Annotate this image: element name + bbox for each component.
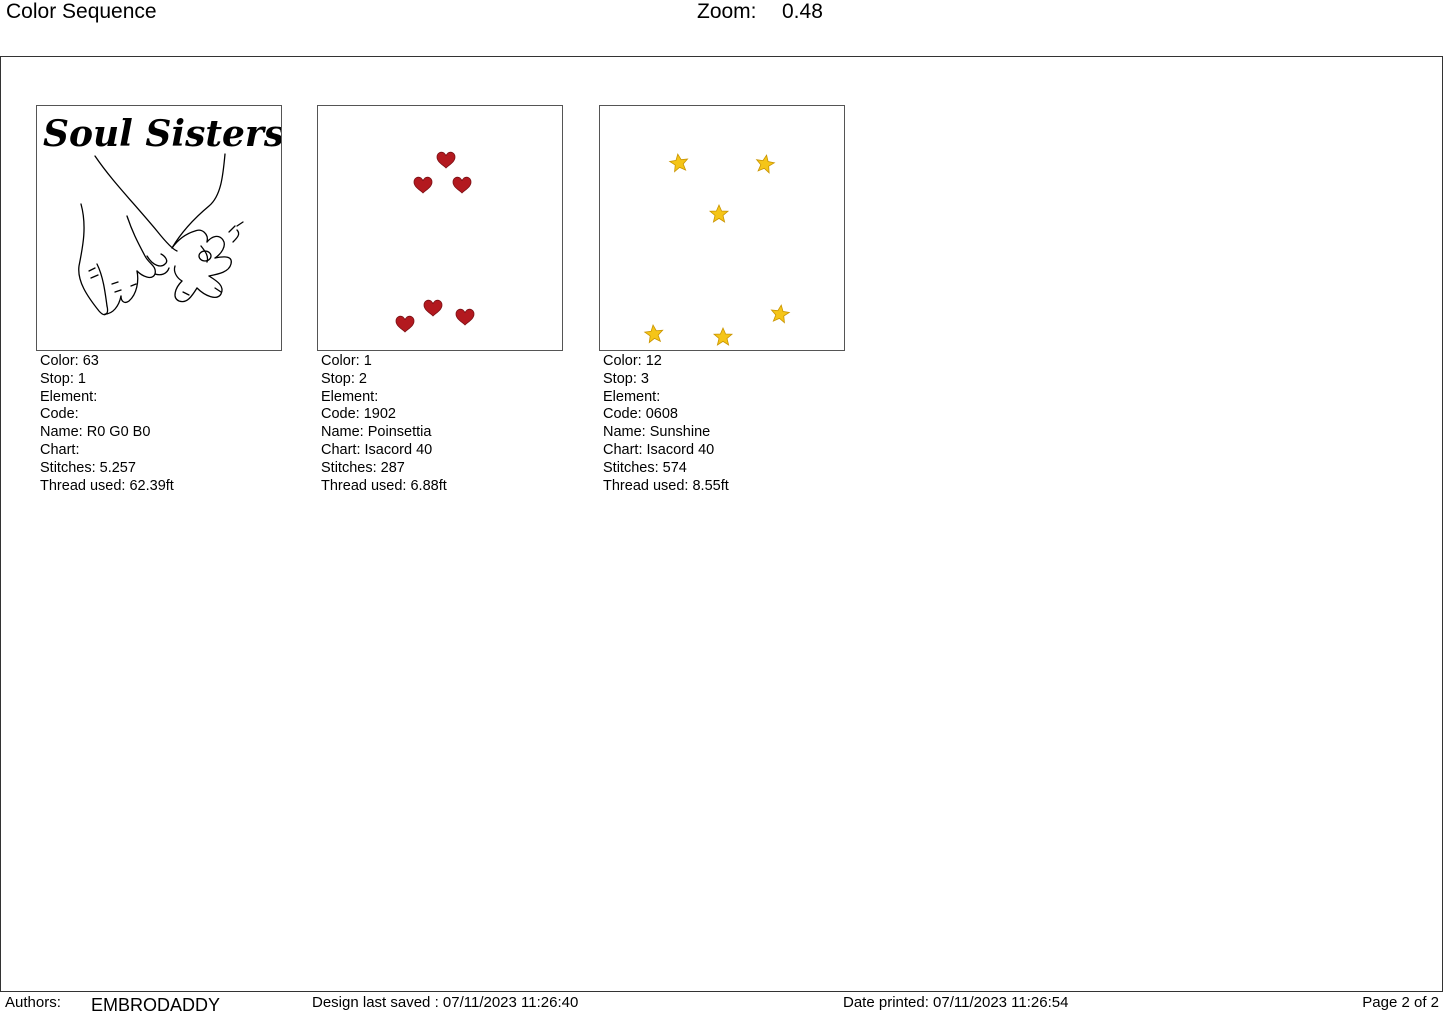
stop-info-list: Color: 1 Stop: 2 Element: Code: 1902 Nam…	[317, 351, 565, 495]
color-stop-card-3: Color: 12 Stop: 3 Element: Code: 0608 Na…	[599, 105, 847, 495]
heart-icon	[413, 176, 433, 194]
info-color: Color: 63	[40, 353, 99, 369]
info-name: Name: R0 G0 B0	[40, 424, 151, 441]
date-printed: Date printed: 07/11/2023 11:26:54	[843, 994, 1069, 1011]
info-stop: Stop: 2	[321, 370, 367, 387]
info-chart: Chart: Isacord 40	[603, 441, 715, 458]
color-stop-card-2: Color: 1 Stop: 2 Element: Code: 1902 Nam…	[317, 105, 565, 495]
thumbnail-stars	[599, 105, 845, 351]
heart-icon	[452, 176, 472, 194]
info-color: Color: 12	[603, 353, 662, 369]
stop-info-list: Color: 63 Stop: 1 Element: Code: Name: R…	[36, 351, 284, 495]
info-stitches: Stitches: 574	[603, 459, 687, 476]
stop-info-list: Color: 12 Stop: 3 Element: Code: 0608 Na…	[599, 351, 847, 495]
info-stop: Stop: 1	[40, 370, 86, 387]
thumbnail-hearts	[317, 105, 563, 351]
info-element: Element:	[40, 388, 98, 405]
info-chart: Chart: Isacord 40	[321, 441, 433, 458]
info-code: Code: 1902	[321, 406, 396, 423]
zoom-label: Zoom:	[697, 0, 757, 23]
info-color: Color: 1	[321, 353, 372, 369]
info-element: Element:	[321, 388, 379, 405]
heart-icon	[436, 151, 456, 169]
authors-label: Authors:	[5, 994, 61, 1011]
info-thread-used: Thread used: 8.55ft	[603, 477, 729, 494]
star-icon	[709, 204, 729, 223]
page-title: Color Sequence	[6, 0, 157, 23]
pinky-promise-hands-icon: Soul Sisters	[43, 113, 282, 316]
info-code: Code: 0608	[603, 406, 678, 423]
page-frame	[0, 56, 1443, 992]
heart-icon	[455, 308, 475, 326]
info-stitches: Stitches: 287	[321, 459, 405, 476]
info-thread-used: Thread used: 62.39ft	[40, 477, 174, 494]
zoom-value: 0.48	[782, 0, 823, 23]
hearts-icon	[395, 151, 475, 333]
info-chart: Chart:	[40, 441, 80, 458]
info-code: Code:	[40, 406, 79, 423]
star-icon	[668, 152, 690, 173]
info-stitches: Stitches: 5.257	[40, 459, 136, 476]
color-stop-card-1: Soul Sisters	[36, 105, 284, 495]
info-stop: Stop: 3	[603, 370, 649, 387]
thumbnail-soul-sisters: Soul Sisters	[36, 105, 282, 351]
stars-icon	[643, 152, 791, 346]
heart-icon	[423, 299, 443, 317]
star-icon	[643, 323, 665, 344]
info-thread-used: Thread used: 6.88ft	[321, 477, 447, 494]
design-text-soul-sisters: Soul Sisters	[43, 113, 282, 155]
info-element: Element:	[603, 388, 661, 405]
info-name: Name: Sunshine	[603, 424, 711, 441]
authors-value: EMBRODADDY	[91, 995, 221, 1015]
star-icon	[754, 153, 776, 174]
heart-icon	[395, 315, 415, 333]
star-icon	[713, 327, 733, 346]
info-name: Name: Poinsettia	[321, 424, 432, 441]
star-icon	[769, 303, 791, 324]
design-last-saved: Design last saved : 07/11/2023 11:26:40	[312, 994, 579, 1011]
page-number: Page 2 of 2	[1362, 994, 1439, 1011]
